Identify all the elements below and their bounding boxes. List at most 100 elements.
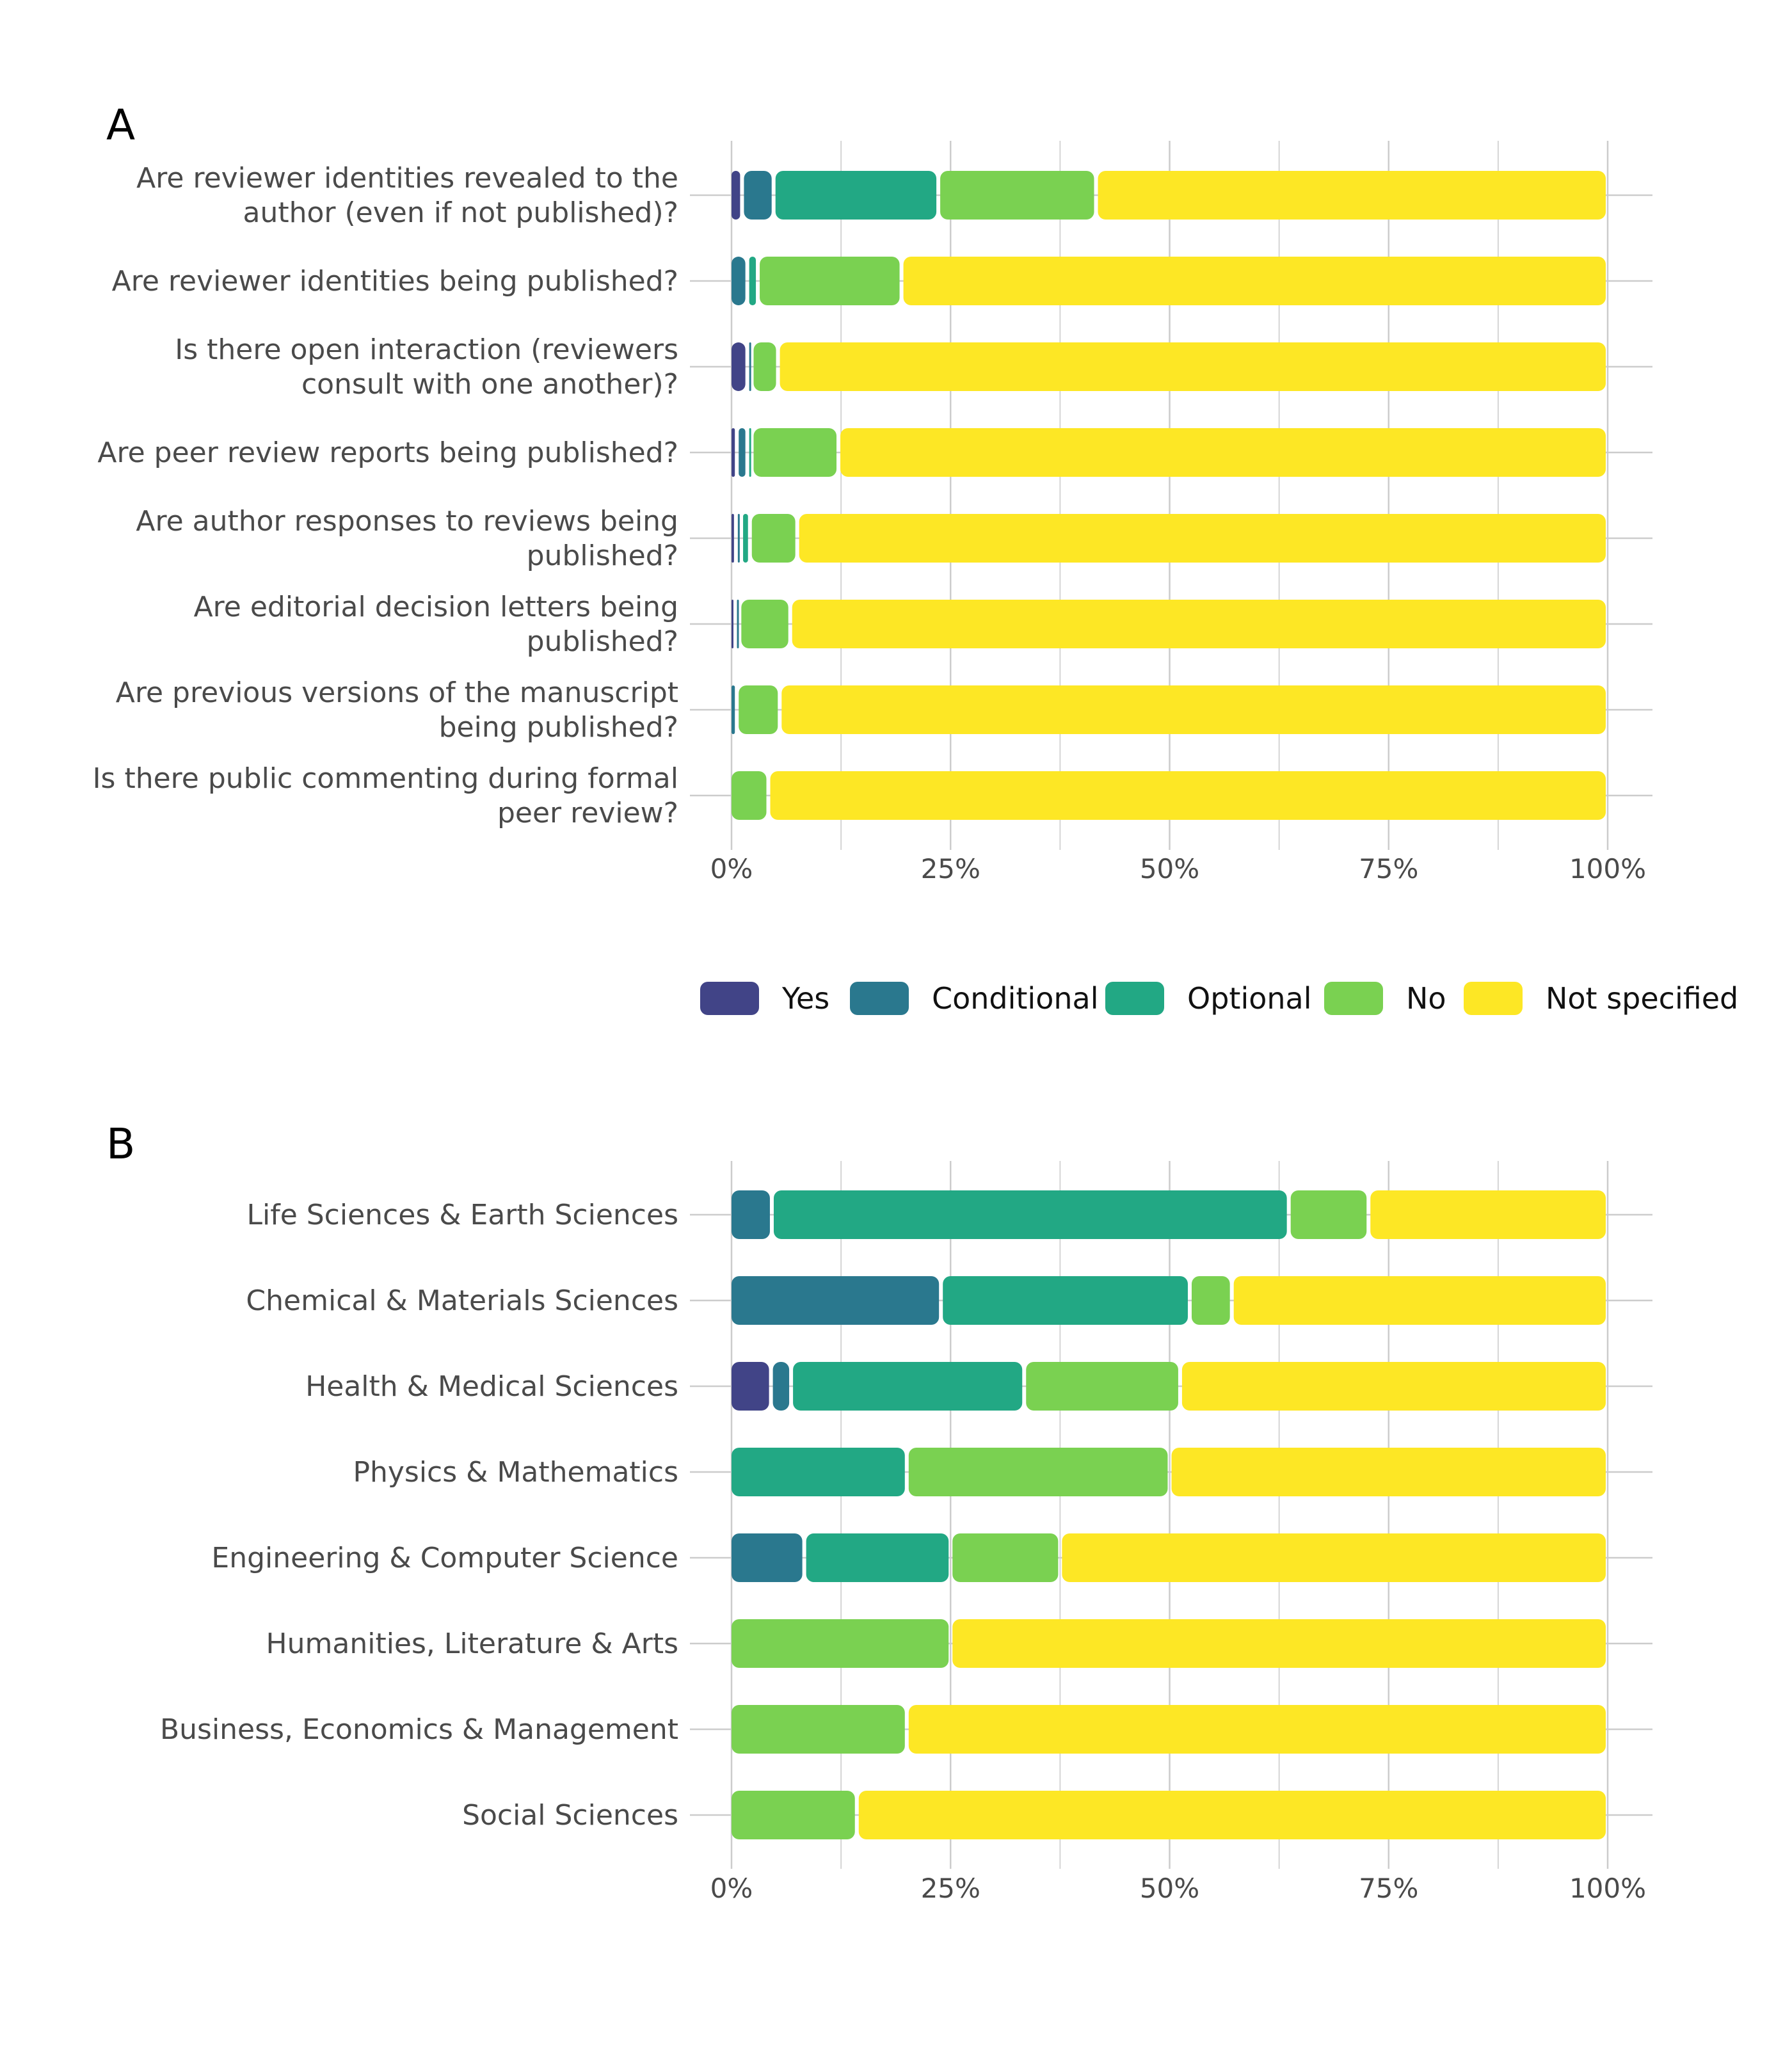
category-label: Are reviewer identities being published? <box>112 265 678 298</box>
bar-conditional <box>737 514 740 563</box>
bar-no <box>739 685 778 734</box>
x-tick-label: 0% <box>710 853 753 884</box>
legend: Yes Conditional Optional No Not specified <box>700 981 1738 1016</box>
bar-no <box>940 171 1094 220</box>
bar-conditional <box>732 1190 770 1239</box>
bar-conditional <box>732 1276 940 1325</box>
category-label: Physics & Mathematics <box>353 1456 678 1489</box>
bar-no <box>732 1705 905 1754</box>
category-label: Life Sciences & Earth Sciences <box>246 1199 678 1231</box>
bar-no <box>1191 1276 1230 1325</box>
bar-optional <box>732 1448 905 1496</box>
x-tick-label: 75% <box>1359 1873 1418 1904</box>
bar-not-specified <box>781 685 1606 734</box>
legend-label-not-specified: Not specified <box>1546 981 1738 1016</box>
bar-not-specified <box>799 514 1606 563</box>
category-label: consult with one another)? <box>301 368 678 401</box>
bar-no <box>753 428 837 477</box>
bar-conditional <box>772 1362 790 1411</box>
bar-optional <box>793 1362 1023 1411</box>
bar-conditional <box>732 257 746 305</box>
category-label: Are previous versions of the manuscript <box>116 676 678 709</box>
bar-not-specified <box>1233 1276 1606 1325</box>
x-tick-label: 0% <box>710 1873 753 1904</box>
bar-no <box>732 771 767 820</box>
bar-no <box>760 257 900 305</box>
bar-optional <box>749 428 751 477</box>
category-label: Engineering & Computer Science <box>211 1542 678 1574</box>
x-tick-label: 25% <box>921 853 980 884</box>
bar-yes <box>732 428 735 477</box>
category-label: being published? <box>439 711 678 744</box>
legend-label-no: No <box>1406 981 1446 1016</box>
bar-yes <box>732 514 734 563</box>
category-label: published? <box>527 540 678 572</box>
legend-label-yes: Yes <box>781 981 829 1016</box>
category-label: Are peer review reports being published? <box>97 436 678 469</box>
gridlines <box>690 1161 1652 1869</box>
x-tick-label: 75% <box>1359 853 1418 884</box>
bar-not-specified <box>903 257 1606 305</box>
legend-swatch-no <box>1324 982 1383 1015</box>
bar-no <box>741 600 788 648</box>
bar-not-specified <box>1181 1362 1606 1411</box>
bar-no <box>751 514 796 563</box>
panel-label: B <box>106 1119 135 1169</box>
category-label: author (even if not published)? <box>243 196 678 229</box>
panel-label: A <box>106 100 135 150</box>
legend-label-conditional: Conditional <box>932 981 1098 1016</box>
legend-swatch-optional <box>1105 982 1164 1015</box>
bar-not-specified <box>840 428 1606 477</box>
bar-not-specified <box>792 600 1606 648</box>
bar-not-specified <box>952 1619 1606 1668</box>
category-label: Business, Economics & Management <box>160 1713 678 1746</box>
bar-no <box>753 342 776 391</box>
category-label: Are author responses to reviews being <box>136 505 678 538</box>
bar-yes <box>732 600 733 648</box>
bar-yes <box>732 171 740 220</box>
bar-conditional <box>732 685 735 734</box>
x-tick-label: 25% <box>921 1873 980 1904</box>
x-tick-label: 50% <box>1140 1873 1199 1904</box>
bar-conditional <box>739 428 746 477</box>
bar-conditional <box>744 171 772 220</box>
category-label: Are reviewer identities revealed to the <box>136 162 678 195</box>
category-label: Humanities, Literature & Arts <box>266 1628 678 1660</box>
bar-yes <box>732 342 746 391</box>
bar-not-specified <box>770 771 1606 820</box>
category-label: Health & Medical Sciences <box>305 1370 678 1403</box>
bar-no <box>732 1791 855 1839</box>
category-label: Are editorial decision letters being <box>194 591 678 623</box>
legend-swatch-conditional <box>850 982 909 1015</box>
category-label: peer review? <box>497 797 678 829</box>
category-label: Social Sciences <box>462 1799 678 1832</box>
bar-not-specified <box>1171 1448 1606 1496</box>
bar-not-specified <box>1370 1190 1606 1239</box>
x-tick-label: 100% <box>1569 853 1646 884</box>
bar-optional <box>806 1533 949 1582</box>
legend-label-optional: Optional <box>1187 981 1312 1016</box>
bar-not-specified <box>908 1705 1606 1754</box>
bar-no <box>1290 1190 1367 1239</box>
bar-optional <box>743 514 748 563</box>
category-label: Is there open interaction (reviewers <box>175 333 678 366</box>
panel-b-chart: B Life Sciences & Earth Sciences Chemical … <box>106 1119 1652 1904</box>
bar-conditional <box>732 1533 803 1582</box>
bar-yes <box>732 1362 769 1411</box>
bar-no <box>732 1619 949 1668</box>
bar-optional <box>773 1190 1287 1239</box>
bar-no <box>1026 1362 1178 1411</box>
bar-optional <box>749 257 756 305</box>
bar-not-specified <box>1062 1533 1606 1582</box>
bar-optional <box>775 171 937 220</box>
bar-no <box>908 1448 1168 1496</box>
bar-not-specified <box>1098 171 1606 220</box>
bar-not-specified <box>858 1791 1606 1839</box>
bar-conditional <box>737 600 739 648</box>
category-label: published? <box>527 625 678 658</box>
bar-optional <box>943 1276 1188 1325</box>
category-label: Chemical & Materials Sciences <box>246 1284 678 1317</box>
legend-swatch-yes <box>700 982 759 1015</box>
